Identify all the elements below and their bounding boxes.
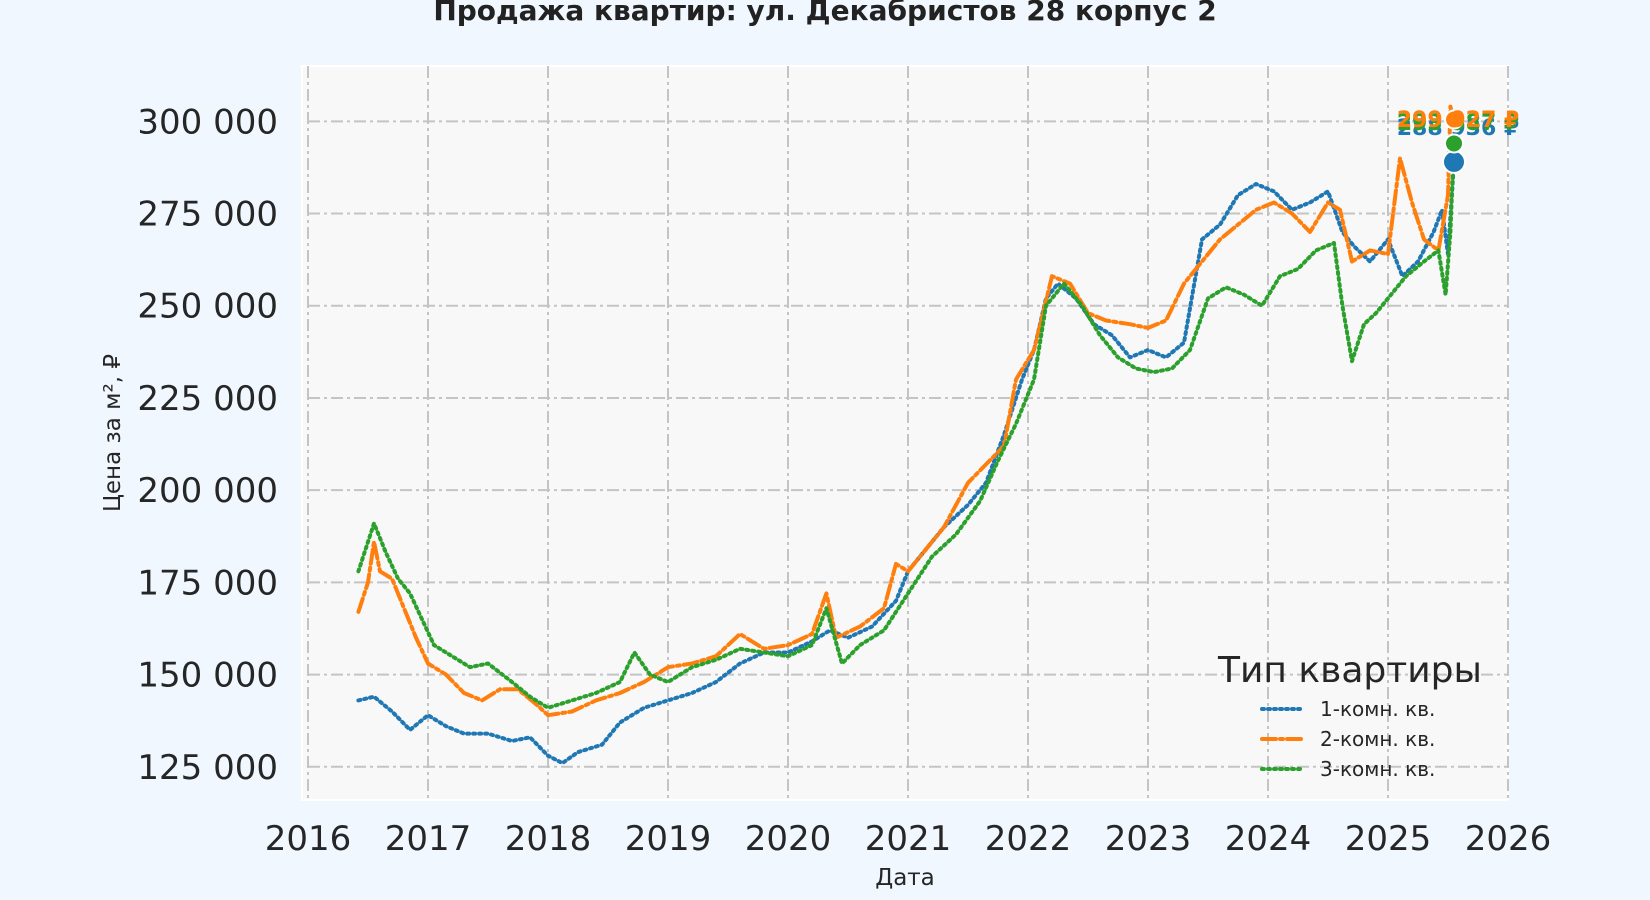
- x-tick-label: 2023: [1105, 819, 1192, 859]
- legend-title: Тип квартиры: [1217, 650, 1482, 691]
- x-tick-label: 2020: [745, 819, 832, 859]
- end-marker: [1442, 149, 1466, 174]
- legend: Тип квартиры 1-комн. кв. 2-комн. кв. 3-ком…: [1217, 650, 1482, 781]
- x-tick-label: 2026: [1465, 819, 1552, 859]
- end-marker-label: 299 927 ₽: [1397, 108, 1519, 133]
- x-tick-label: 2018: [505, 819, 592, 859]
- x-axis-label: Дата: [875, 865, 935, 891]
- x-tick-label: 2017: [385, 819, 472, 859]
- x-axis-ticks: 2016 2017 2018 2019 2020 2021 2022 2023 2024 2025…: [265, 819, 1552, 859]
- x-tick-label: 2022: [985, 819, 1072, 859]
- y-tick-label: 275 000: [137, 195, 278, 235]
- series-line-1: [356, 159, 1456, 766]
- y-tick-label: 225 000: [137, 379, 278, 419]
- legend-item-label: 2-комн. кв.: [1320, 727, 1435, 751]
- end-marker: [1444, 109, 1464, 130]
- y-tick-label: 250 000: [137, 287, 278, 327]
- grid: [307, 66, 1509, 800]
- x-tick-label: 2025: [1345, 819, 1432, 859]
- y-axis-label: Цена за м², ₽: [100, 354, 126, 512]
- series-line-3: [356, 141, 1456, 710]
- y-tick-label: 125 000: [137, 748, 278, 788]
- y-tick-label: 175 000: [137, 563, 278, 603]
- end-markers: 288 936 ₽293 587 ₽299 927 ₽: [1397, 108, 1519, 174]
- y-axis-ticks: 125 000 150 000 175 000 200 000 225 000 250 0…: [137, 102, 278, 787]
- y-tick-label: 300 000: [137, 102, 278, 142]
- x-tick-label: 2016: [265, 819, 352, 859]
- series-line-2: [356, 104, 1456, 718]
- end-marker: [1444, 133, 1464, 154]
- x-tick-label: 2024: [1225, 819, 1312, 859]
- y-tick-label: 150 000: [137, 656, 278, 696]
- legend-item-label: 1-комн. кв.: [1320, 697, 1435, 721]
- chart-title: Продажа квартир: ул. Декабристов 28 корп…: [433, 0, 1216, 27]
- plot-area: [301, 65, 1509, 801]
- series-lines: [356, 104, 1456, 766]
- x-tick-label: 2019: [625, 819, 712, 859]
- x-tick-label: 2021: [865, 819, 952, 859]
- legend-item-label: 3-комн. кв.: [1320, 757, 1435, 781]
- y-tick-label: 200 000: [137, 471, 278, 511]
